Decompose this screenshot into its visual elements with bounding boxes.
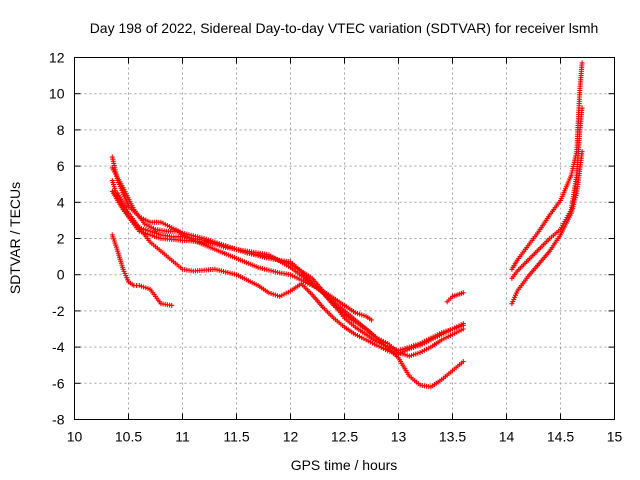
x-tick-label: 10.5 [115, 429, 142, 445]
series-track-10 [509, 60, 585, 272]
data-point [460, 290, 466, 296]
x-tick-label: 13 [391, 429, 407, 445]
y-axis-label: SDTVAR / TECUs [7, 182, 23, 294]
series-track-6 [109, 232, 175, 308]
data-point [460, 359, 466, 365]
y-tick-label: 2 [57, 231, 65, 247]
data-point [579, 60, 585, 66]
data-point [369, 317, 374, 323]
x-tick-label: 11 [175, 429, 190, 445]
data-points [109, 60, 585, 390]
grid [74, 57, 615, 420]
x-tick-label: 12 [283, 429, 299, 445]
y-tick-label: 10 [49, 86, 65, 102]
y-tick-label: 8 [57, 122, 65, 138]
x-tick-label: 12.5 [331, 429, 358, 445]
x-tick-label: 14 [499, 429, 515, 445]
data-point [169, 302, 175, 308]
x-tick-label: 14.5 [547, 429, 574, 445]
y-tick-label: 4 [57, 194, 65, 210]
data-point [460, 321, 466, 327]
x-tick-label: 11.5 [223, 429, 249, 445]
series-track-5 [109, 165, 374, 323]
series-track-9 [509, 105, 585, 281]
x-tick-label: 15 [607, 429, 623, 445]
series-track-2 [109, 178, 466, 390]
series-track-8 [509, 149, 585, 307]
chart-title: Day 198 of 2022, Sidereal Day-to-day VTE… [90, 20, 599, 36]
data-point [460, 326, 466, 332]
tick-labels: 10 10.5 11 11.5 12 12.5 13 13.5 14 14.5 15 -8 -6 -4 -2… [49, 50, 623, 445]
x-tick-label: 10 [67, 429, 83, 445]
y-tick-label: 6 [57, 158, 65, 174]
y-tick-label: 12 [49, 50, 65, 66]
y-tick-label: 0 [57, 267, 65, 283]
series-track-7 [444, 290, 466, 305]
x-tick-label: 13.5 [439, 429, 466, 445]
plot-frame [74, 57, 615, 420]
y-tick-label: -6 [52, 375, 65, 391]
y-tick-label: -8 [52, 412, 65, 428]
y-tick-label: -2 [52, 303, 65, 319]
series-track-4 [115, 190, 466, 357]
y-tick-label: -4 [52, 339, 65, 355]
x-axis-label: GPS time / hours [291, 457, 398, 473]
